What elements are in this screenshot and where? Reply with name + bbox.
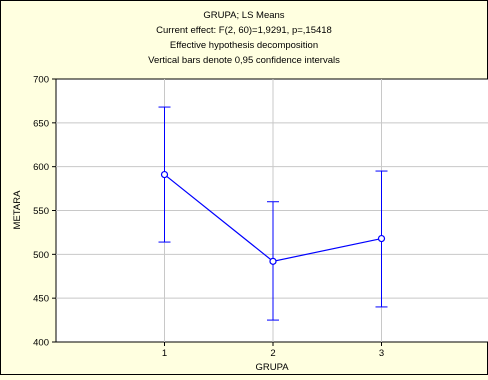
x-axis-label: GRUPA <box>255 362 289 373</box>
chart-title: GRUPA; LS Means Current effect: F(2, 60)… <box>148 10 340 66</box>
data-point-3 <box>377 234 386 243</box>
y-axis-label: METARA <box>12 190 23 230</box>
y-tick-label-400: 400 <box>33 338 49 349</box>
x-tick-label-1: 1 <box>162 348 167 359</box>
y-tick-label-650: 650 <box>33 118 49 129</box>
x-tick-label-2: 2 <box>270 348 275 359</box>
y-tick-label-500: 500 <box>33 250 49 261</box>
x-tick-label-3: 3 <box>379 348 384 359</box>
chart-title-line-1: GRUPA; LS Means <box>203 10 284 21</box>
y-tick-label-700: 700 <box>33 75 49 86</box>
data-points <box>160 170 386 265</box>
y-tick-label-600: 600 <box>33 162 49 173</box>
x-axis-ticks: 1 2 3 <box>162 342 384 359</box>
data-point-1 <box>160 170 169 179</box>
chart-title-line-4: Vertical bars denote 0,95 confidence int… <box>148 55 340 66</box>
chart-title-line-2: Current effect: F(2, 60)=1,9291, p=,1541… <box>156 25 332 36</box>
data-point-2 <box>269 257 277 265</box>
y-tick-label-450: 450 <box>33 294 49 305</box>
chart-title-line-3: Effective hypothesis decomposition <box>170 40 318 51</box>
y-tick-label-550: 550 <box>33 206 49 217</box>
y-axis-ticks: 400 450 500 550 600 650 700 <box>33 75 56 349</box>
